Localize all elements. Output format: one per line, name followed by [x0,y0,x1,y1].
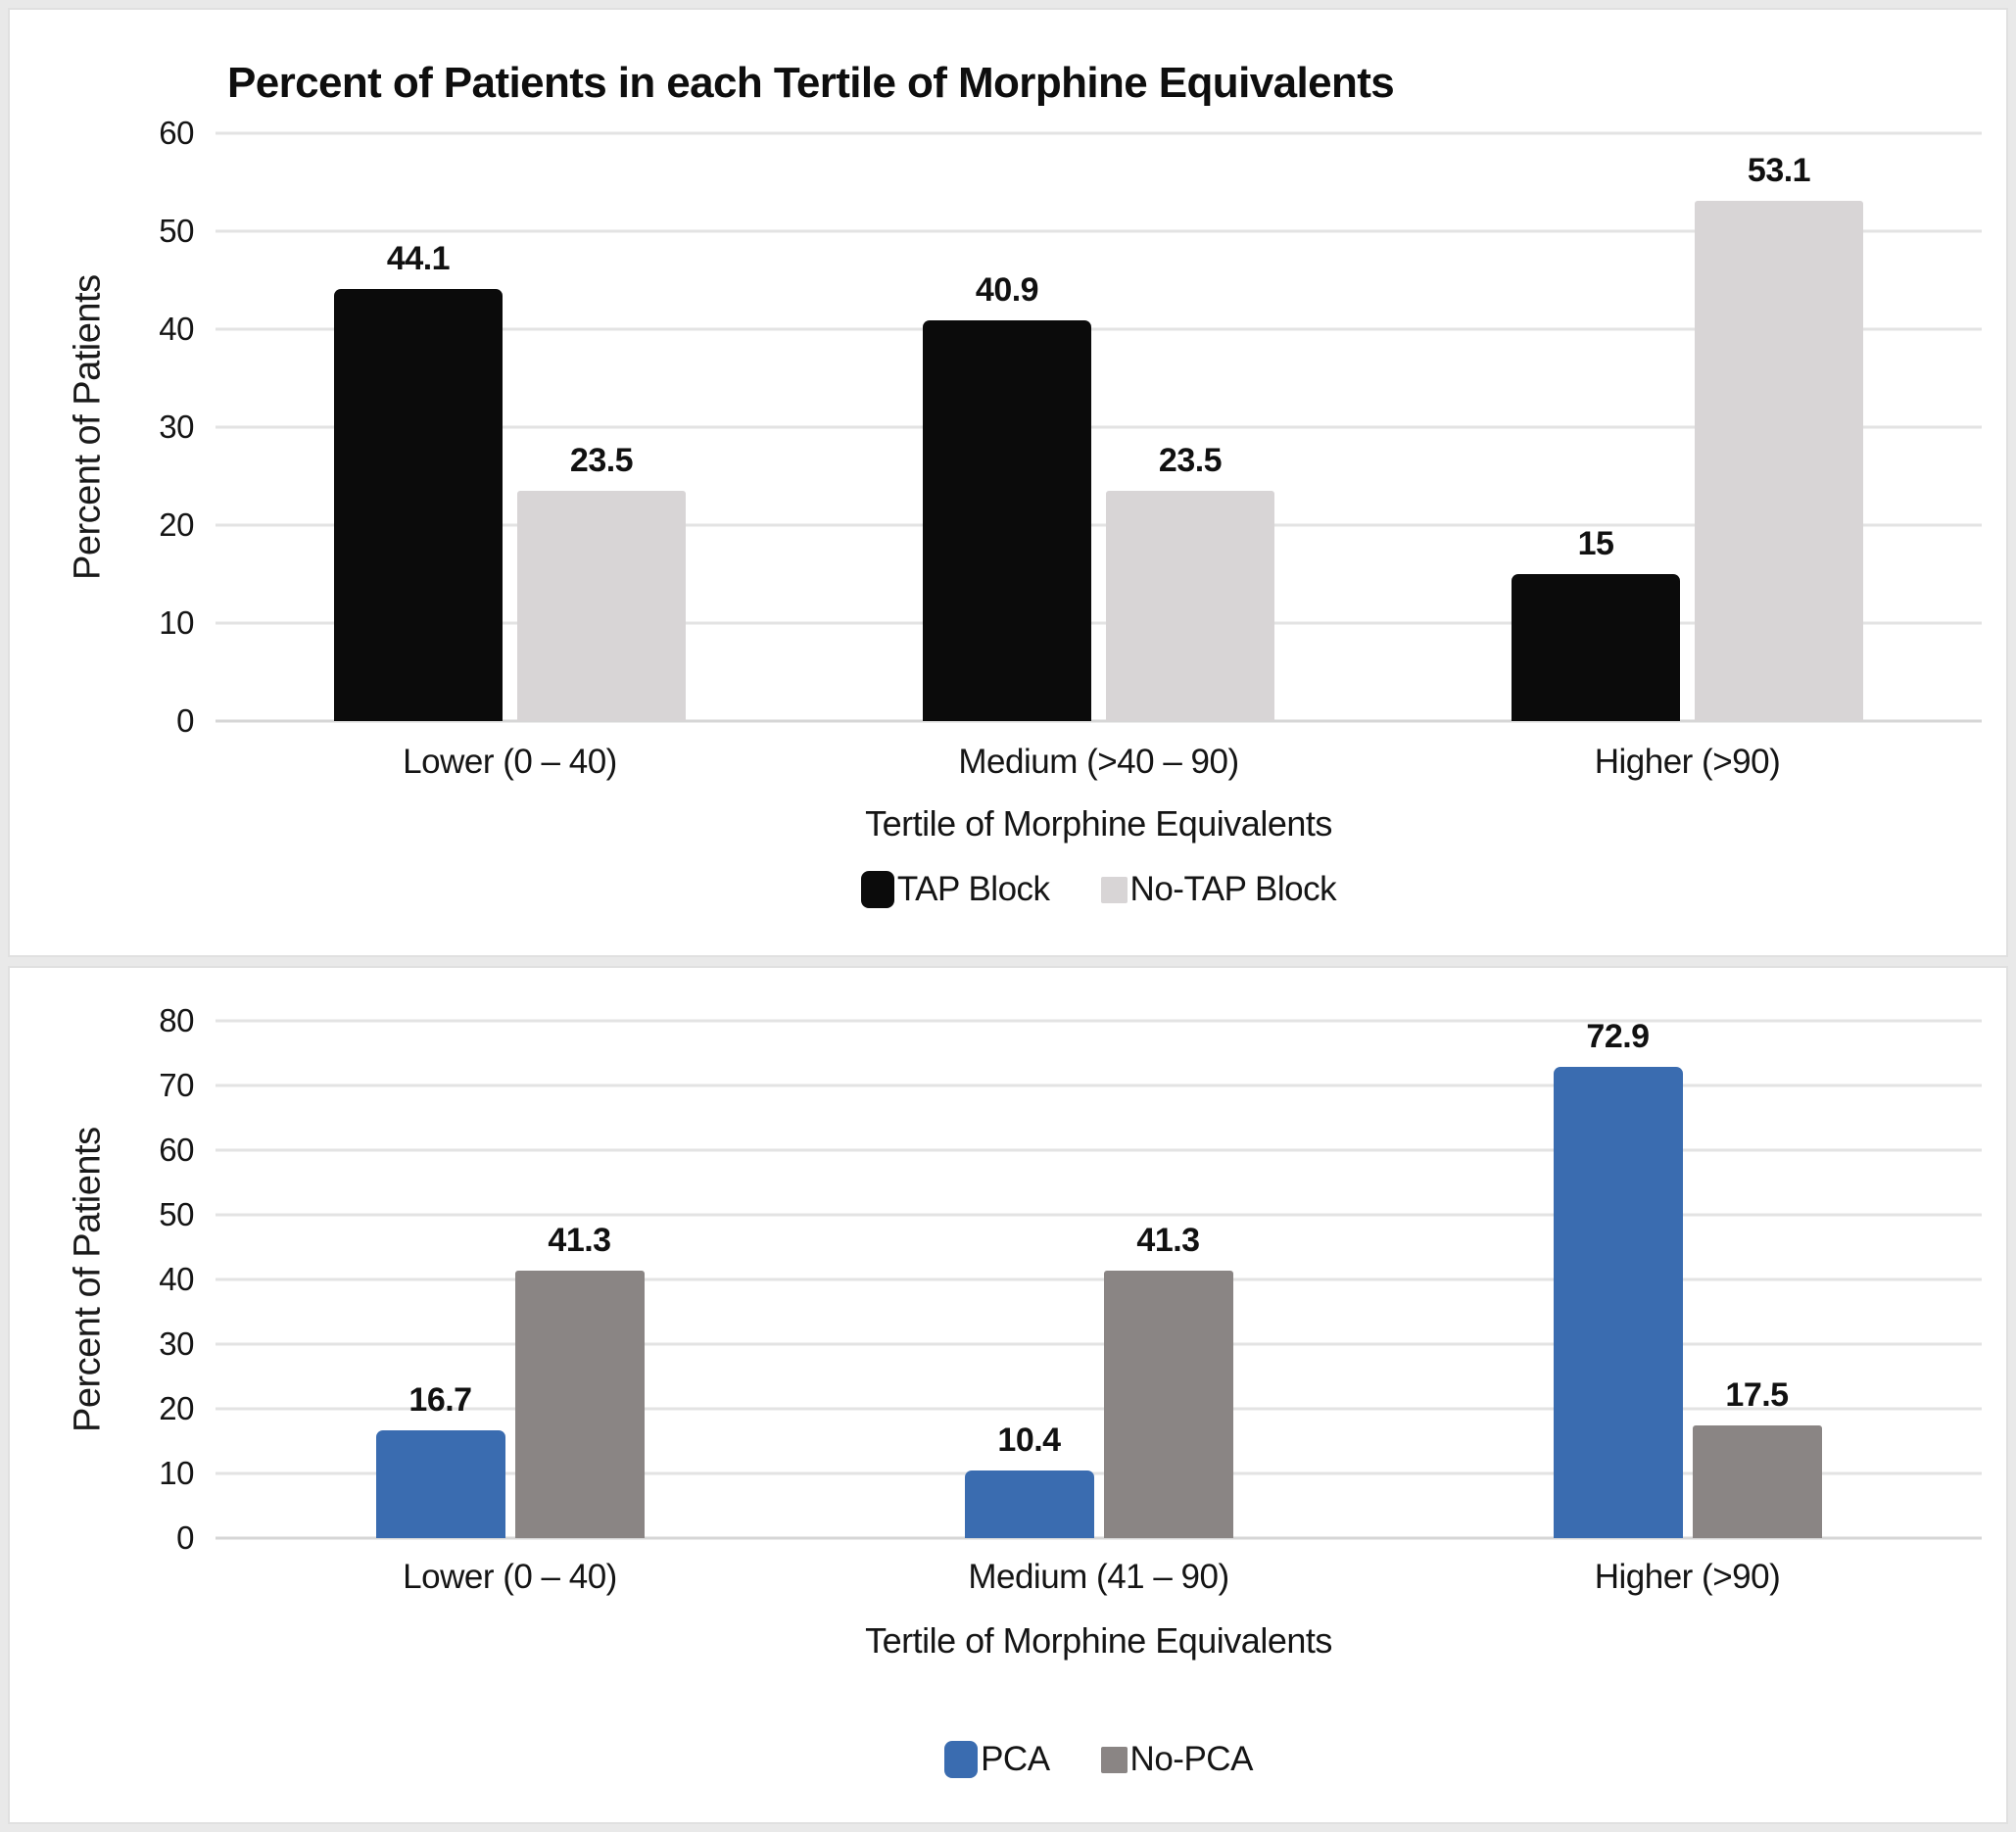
bar-no-pca: 17.5 [1692,1376,1822,1538]
legend-swatch-tap-block [860,871,894,908]
bar-pca: 10.4 [964,1422,1094,1538]
y-axis-title: Percent of Patients [67,1127,109,1432]
data-label: 23.5 [1158,442,1223,479]
y-tick-label: 0 [176,702,194,739]
data-label: 23.5 [569,442,634,479]
data-label: 40.9 [975,271,1039,309]
data-label: 41.3 [1136,1222,1200,1260]
bar-groups: 44.1 23.5 40.9 23.5 15 53.1 [216,133,1982,721]
y-tick-label: 80 [159,1002,194,1038]
x-axis-title: Tertile of Morphine Equivalents [865,1620,1332,1661]
x-axis-title: Tertile of Morphine Equivalents [865,803,1332,844]
gridline [216,1148,1982,1152]
legend-swatch-no-tap-block [1100,876,1128,903]
data-label: 16.7 [408,1380,472,1419]
legend-label-no-pca: No-PCA [1129,1740,1254,1778]
y-tick-label: 10 [159,604,194,641]
category-group-higher-90: 15 53.1 [1393,133,1982,721]
plot-area: 0 10 20 30 40 50 60 70 80 16.7 41.3 10.4 41.3 72.9 17.… [159,1002,1982,1556]
y-tick-label: 30 [159,409,194,445]
gridline [216,1213,1982,1217]
plot-area: 0 10 20 30 40 50 60 44.1 23.5 40.9 23.5 15 53.1 [159,115,1982,739]
data-label: 15 [1577,525,1614,562]
gridline [216,523,1982,527]
bar-tap-block: 44.1 [334,240,503,721]
y-tick-label: 60 [159,115,194,151]
bar-no-tap-block: 23.5 [1106,442,1274,721]
gridline [216,621,1982,625]
category-label-medium-40-90: Medium (>40 – 90) [958,743,1239,781]
bar-pca: 16.7 [375,1381,505,1538]
bar-no-pca: 41.3 [1103,1222,1233,1538]
gridline [216,1536,1982,1540]
y-tick-label: 40 [159,1261,194,1297]
chart-title: Percent of Patients in each Tertile of M… [227,59,1395,107]
gridline [216,1019,1982,1023]
gridline [216,1342,1982,1346]
legend: TAP Block No-TAP Block [216,870,1982,909]
bar-no-pca: 41.3 [514,1222,645,1538]
gridline [216,229,1982,233]
category-group-medium-40-90: 40.9 23.5 [804,133,1393,721]
y-tick-label: 20 [159,1390,194,1426]
category-label-lower-0-40: Lower (0 – 40) [403,1558,617,1596]
tap-block-chart-panel: Percent of Patients in each Tertile of M… [8,8,2008,957]
y-tick-label: 70 [159,1067,194,1103]
y-tick-label: 0 [176,1519,194,1556]
legend-label-no-tap-block: No-TAP Block [1129,870,1337,908]
legend-item-no-tap-block: No-TAP Block [1100,870,1337,909]
x-axis-labels: Lower (0 – 40) Medium (>40 – 90) Higher (>… [216,743,1982,782]
x-axis-labels: Lower (0 – 40) Medium (41 – 90) Higher (>9… [216,1558,1982,1597]
y-axis-title: Percent of Patients [67,274,109,580]
legend-item-tap-block: TAP Block [860,870,1050,909]
category-group-medium-41-90: 10.4 41.3 [804,1021,1393,1538]
category-group-higher-90: 72.9 17.5 [1393,1018,1982,1538]
category-label-medium-41-90: Medium (41 – 90) [968,1558,1229,1596]
bar-tap-block: 15 [1512,525,1680,721]
pca-chart-panel: Percent of Patients 0 10 20 30 40 50 60 70 80 16.7… [8,966,2008,1824]
data-label: 53.1 [1747,152,1811,189]
bar-tap-block: 40.9 [923,271,1091,721]
legend-label-pca: PCA [981,1740,1050,1778]
gridline [216,1471,1982,1475]
legend-label-tap-block: TAP Block [896,870,1050,908]
gridline [216,719,1982,723]
gridline [216,1278,1982,1281]
y-tick-label: 50 [159,213,194,249]
y-tick-label: 40 [159,311,194,347]
data-label: 17.5 [1725,1375,1789,1414]
data-label: 10.4 [997,1422,1061,1460]
gridline [216,1407,1982,1411]
legend-swatch-no-pca [1100,1746,1128,1773]
legend: PCA No-PCA [216,1740,1982,1779]
y-tick-label: 60 [159,1132,194,1168]
category-group-lower-0-40: 16.7 41.3 [216,1021,804,1538]
gridline [216,327,1982,331]
bar-no-tap-block: 23.5 [517,442,686,721]
category-label-higher-90: Higher (>90) [1594,1558,1781,1596]
bar-groups: 16.7 41.3 10.4 41.3 72.9 17.5 [216,1018,1982,1538]
data-label: 41.3 [548,1222,611,1260]
y-tick-label: 50 [159,1196,194,1232]
y-tick-label: 10 [159,1455,194,1491]
gridline [216,425,1982,429]
category-label-lower-0-40: Lower (0 – 40) [403,743,617,781]
legend-item-no-pca: No-PCA [1100,1740,1254,1779]
data-label: 72.9 [1586,1017,1650,1055]
y-tick-label: 30 [159,1326,194,1362]
legend-swatch-pca [944,1741,979,1778]
category-group-lower-0-40: 44.1 23.5 [216,133,804,721]
y-tick-label: 20 [159,506,194,543]
legend-item-pca: PCA [944,1740,1050,1779]
bar-pca: 72.9 [1553,1018,1683,1538]
gridline [216,131,1982,135]
bar-no-tap-block: 53.1 [1695,152,1863,721]
gridline [216,1084,1982,1087]
data-label: 44.1 [386,240,451,277]
category-label-higher-90: Higher (>90) [1594,743,1781,781]
